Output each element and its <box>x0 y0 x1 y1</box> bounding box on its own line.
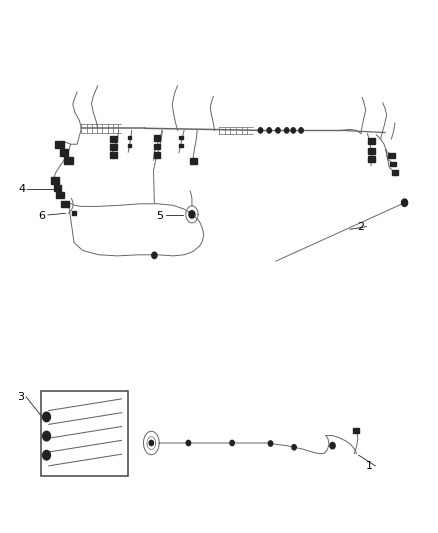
Circle shape <box>42 412 50 422</box>
Circle shape <box>299 128 303 133</box>
Text: 1: 1 <box>366 461 373 471</box>
Circle shape <box>258 128 263 133</box>
Bar <box>154 152 160 158</box>
Bar <box>154 144 160 149</box>
Circle shape <box>42 431 50 441</box>
Bar <box>72 211 77 215</box>
Circle shape <box>276 128 280 133</box>
Bar <box>390 161 396 166</box>
Bar <box>51 177 59 183</box>
Bar <box>127 136 131 140</box>
Circle shape <box>285 128 289 133</box>
Text: 5: 5 <box>156 211 163 221</box>
Bar <box>61 200 69 207</box>
Circle shape <box>42 450 50 460</box>
Bar <box>368 156 375 162</box>
Circle shape <box>291 128 295 133</box>
Bar <box>190 158 197 164</box>
Bar <box>368 148 375 154</box>
Bar <box>53 184 61 191</box>
Circle shape <box>330 442 335 449</box>
Circle shape <box>230 440 234 446</box>
Circle shape <box>268 441 273 446</box>
Circle shape <box>189 211 195 218</box>
Text: 2: 2 <box>357 222 364 232</box>
Bar <box>56 192 64 198</box>
Bar <box>110 136 117 142</box>
Bar <box>64 157 73 164</box>
Circle shape <box>402 199 408 206</box>
Bar <box>353 428 359 433</box>
Bar <box>179 136 183 140</box>
Circle shape <box>152 252 157 259</box>
Text: 3: 3 <box>17 392 24 402</box>
Bar <box>392 170 398 175</box>
Bar <box>179 144 183 147</box>
Bar <box>127 144 131 147</box>
Bar <box>110 144 117 150</box>
Bar <box>368 138 375 144</box>
Circle shape <box>186 440 191 446</box>
Bar <box>60 149 68 156</box>
Bar <box>389 153 395 158</box>
Bar <box>55 141 64 148</box>
Text: 4: 4 <box>18 184 25 195</box>
Text: 6: 6 <box>39 211 46 221</box>
Bar <box>41 391 128 477</box>
Circle shape <box>149 440 153 446</box>
Circle shape <box>267 128 272 133</box>
Circle shape <box>292 445 296 450</box>
Bar <box>154 135 160 141</box>
Bar <box>110 152 117 158</box>
